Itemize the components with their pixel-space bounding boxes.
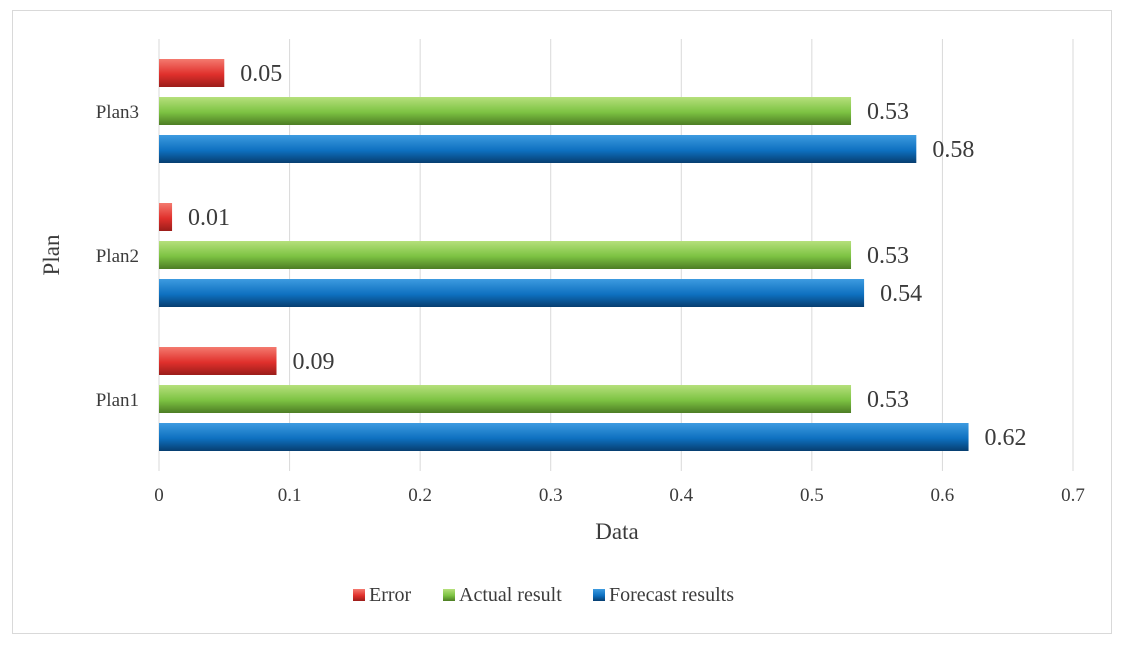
category-label: Plan1 (96, 390, 139, 411)
bar-chart: 0.09 0.53 0.62 0.01 0.53 0.54 0.05 0.53 0.58 0 0.… (39, 39, 1085, 606)
data-label: 0.58 (932, 137, 974, 163)
data-label: 0.53 (867, 387, 909, 413)
category-label: Plan3 (96, 102, 139, 123)
x-tick-label: 0.1 (278, 485, 302, 506)
legend-swatch (443, 589, 455, 601)
y-axis-title: Plan (39, 234, 64, 275)
data-label: 0.62 (985, 425, 1027, 451)
bar-forecast-results (159, 279, 865, 307)
legend-swatch (593, 589, 605, 601)
data-label: 0.01 (188, 205, 230, 231)
bar-error (159, 59, 225, 87)
x-axis-title: Data (595, 519, 638, 544)
x-tick-labels: 0 0.1 0.2 0.3 0.4 0.5 0.6 0.7 (154, 485, 1085, 506)
x-tick-label: 0.4 (669, 485, 693, 506)
x-tick-label: 0.6 (931, 485, 955, 506)
legend-swatch (353, 589, 365, 601)
bar-actual-result (159, 241, 852, 269)
bar-error (159, 347, 277, 375)
data-label: 0.53 (867, 99, 909, 125)
x-tick-label: 0.2 (408, 485, 432, 506)
x-tick-label: 0.7 (1061, 485, 1085, 506)
category-labels: Plan1 Plan2 Plan3 (96, 102, 139, 411)
data-label: 0.53 (867, 243, 909, 269)
legend: Error Actual result Forecast results (353, 584, 734, 606)
bar-error (159, 203, 173, 231)
legend-label: Actual result (459, 584, 562, 606)
legend-label: Error (369, 584, 412, 606)
x-tick-label: 0 (154, 485, 164, 506)
legend-label: Forecast results (609, 584, 734, 606)
bar-actual-result (159, 97, 852, 125)
bars (159, 59, 969, 451)
data-labels: 0.09 0.53 0.62 0.01 0.53 0.54 0.05 0.53 0.58 (188, 61, 1026, 451)
x-tick-label: 0.5 (800, 485, 824, 506)
data-label: 0.05 (240, 61, 282, 87)
chart-frame: 0.09 0.53 0.62 0.01 0.53 0.54 0.05 0.53 0.58 0 0.… (12, 10, 1112, 634)
data-label: 0.54 (880, 281, 922, 307)
bar-forecast-results (159, 423, 969, 451)
x-tick-label: 0.3 (539, 485, 563, 506)
bar-actual-result (159, 385, 852, 413)
category-label: Plan2 (96, 246, 139, 267)
bar-forecast-results (159, 135, 917, 163)
data-label: 0.09 (293, 349, 335, 375)
